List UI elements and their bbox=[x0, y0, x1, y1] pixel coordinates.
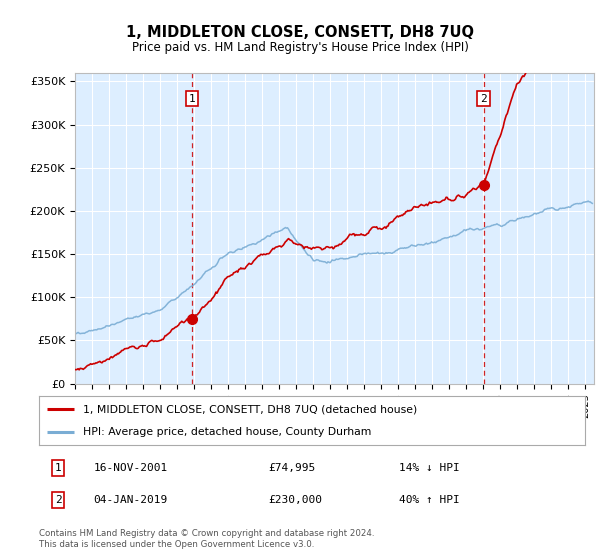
Text: Contains HM Land Registry data © Crown copyright and database right 2024.: Contains HM Land Registry data © Crown c… bbox=[39, 529, 374, 538]
Text: 2: 2 bbox=[55, 495, 61, 505]
Text: 1, MIDDLETON CLOSE, CONSETT, DH8 7UQ (detached house): 1, MIDDLETON CLOSE, CONSETT, DH8 7UQ (de… bbox=[83, 404, 417, 414]
Text: £74,995: £74,995 bbox=[268, 463, 316, 473]
Text: 40% ↑ HPI: 40% ↑ HPI bbox=[400, 495, 460, 505]
Text: 1: 1 bbox=[55, 463, 61, 473]
Text: This data is licensed under the Open Government Licence v3.0.: This data is licensed under the Open Gov… bbox=[39, 540, 314, 549]
Text: 1, MIDDLETON CLOSE, CONSETT, DH8 7UQ: 1, MIDDLETON CLOSE, CONSETT, DH8 7UQ bbox=[126, 25, 474, 40]
Text: 04-JAN-2019: 04-JAN-2019 bbox=[94, 495, 168, 505]
Text: 2: 2 bbox=[480, 94, 487, 104]
Text: 14% ↓ HPI: 14% ↓ HPI bbox=[400, 463, 460, 473]
Text: £230,000: £230,000 bbox=[268, 495, 322, 505]
Text: Price paid vs. HM Land Registry's House Price Index (HPI): Price paid vs. HM Land Registry's House … bbox=[131, 40, 469, 54]
Text: 16-NOV-2001: 16-NOV-2001 bbox=[94, 463, 168, 473]
Text: HPI: Average price, detached house, County Durham: HPI: Average price, detached house, Coun… bbox=[83, 427, 371, 437]
Text: 1: 1 bbox=[188, 94, 195, 104]
